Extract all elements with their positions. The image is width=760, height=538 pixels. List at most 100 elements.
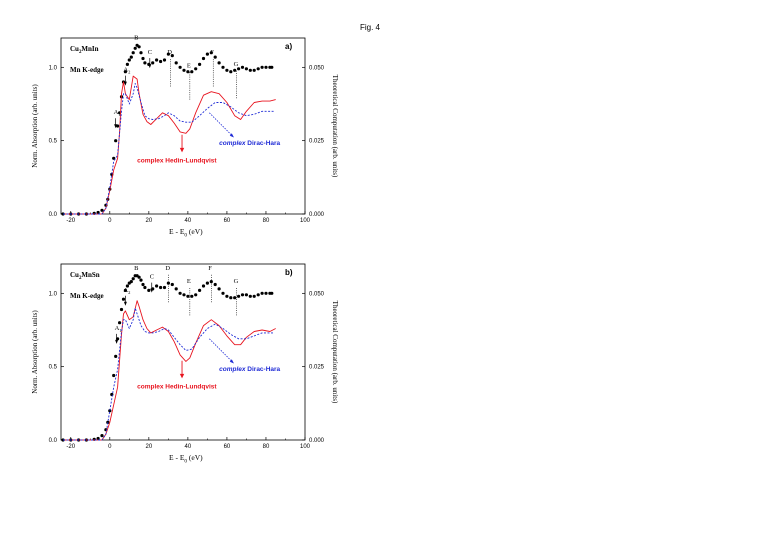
peak-label: G xyxy=(234,61,239,68)
experiment-point xyxy=(270,65,274,69)
experiment-point xyxy=(155,284,159,288)
hedin-annotation: complex Hedin-Lundqvist xyxy=(137,384,217,391)
x-tick-label: 80 xyxy=(263,218,270,224)
experiment-point xyxy=(141,56,145,61)
x-tick-label: 20 xyxy=(145,218,152,224)
experiment-point xyxy=(147,288,151,292)
experiment-point xyxy=(129,280,133,284)
peak-arrowhead xyxy=(148,64,152,69)
experiment-point xyxy=(178,65,182,69)
experiment-point xyxy=(96,436,100,441)
experiment-point xyxy=(162,58,167,62)
experiment-point xyxy=(198,62,202,66)
peak-label: C xyxy=(148,49,152,56)
y-left-tick-label: 0.5 xyxy=(49,139,58,145)
experiment-point xyxy=(225,294,229,298)
experiment-point xyxy=(240,293,245,297)
experiment-point xyxy=(170,282,174,287)
x-tick-label: -20 xyxy=(66,218,75,224)
experiment-point xyxy=(237,294,241,298)
x-tick-label: 0 xyxy=(108,218,112,224)
peak-arrowhead xyxy=(123,301,127,306)
dirac-arrow xyxy=(209,338,234,363)
experiment-point xyxy=(131,51,135,55)
peak-arrowhead xyxy=(150,288,154,293)
peak-arrowhead xyxy=(115,339,119,344)
experiment-point xyxy=(233,68,237,72)
experiment-point xyxy=(209,51,213,55)
experiment-point xyxy=(244,293,248,297)
experiment-point xyxy=(217,61,221,65)
y-left-tick-label: 1.0 xyxy=(49,291,58,297)
experiment-point xyxy=(116,124,120,128)
peak-label: D xyxy=(167,49,172,56)
y-right-tick-label: 0.050 xyxy=(309,291,325,297)
dirac-annotation: complex Dirac-Hara xyxy=(219,366,280,373)
experiment-point xyxy=(190,294,194,298)
x-tick-label: 100 xyxy=(300,218,311,224)
experiment-point xyxy=(155,58,159,62)
peak-label: B xyxy=(134,265,139,272)
experiment-point xyxy=(119,307,124,312)
dirac-hara-line xyxy=(63,307,274,441)
x-tick-label: 0 xyxy=(108,444,112,450)
experiment-point xyxy=(237,67,241,71)
experiment-point xyxy=(139,51,143,55)
hedin-lundqvist-line xyxy=(63,300,276,441)
peak-label: B xyxy=(134,34,139,41)
peak-label: C xyxy=(150,274,154,281)
peak-label: F xyxy=(208,265,212,272)
experiment-point xyxy=(121,297,126,301)
experiment-point xyxy=(112,373,116,378)
experiment-point xyxy=(186,294,190,298)
experiment-point xyxy=(198,288,202,292)
experiment-point xyxy=(201,284,206,288)
experiment-point xyxy=(264,65,268,69)
x-tick-label: 60 xyxy=(224,218,231,224)
chart-panel-b: -20 0 20 40 60 80 100 0.0 0.5 1.0 0.000 0.025 0.050 E… xyxy=(31,263,339,464)
plot-frame xyxy=(60,263,306,441)
experiment-point xyxy=(244,67,248,71)
hedin-annotation: complex Hedin-Lundqvist xyxy=(137,158,217,165)
sample-title: Cu2MnSn xyxy=(70,271,100,281)
panel-tag: a) xyxy=(285,42,292,51)
experiment-point xyxy=(174,287,178,291)
experiment-point xyxy=(162,285,167,290)
experiment-point xyxy=(125,284,129,288)
experiment-point xyxy=(221,65,225,69)
experiment-point xyxy=(137,45,141,49)
peak-label: G xyxy=(234,278,239,285)
x-tick-label: 40 xyxy=(185,218,192,224)
peak-label: A1 xyxy=(115,325,122,333)
experiment-point xyxy=(248,68,252,72)
experiment-point xyxy=(205,52,209,56)
peak-label: D xyxy=(165,265,170,272)
experiment-point xyxy=(221,291,225,295)
panel-tag: b) xyxy=(285,268,293,277)
y-axis-left-label: Norm. Absorption (arb. units) xyxy=(31,84,39,168)
experiment-point xyxy=(252,68,256,72)
experiment-point xyxy=(112,156,116,160)
dirac-arrowhead xyxy=(229,133,234,138)
x-tick-label: 40 xyxy=(185,444,192,450)
y-right-tick-label: 0.025 xyxy=(309,139,325,145)
peak-label: E xyxy=(187,278,191,285)
peak-label: E xyxy=(187,62,191,69)
experiment-point xyxy=(256,67,260,71)
experiment-point xyxy=(240,65,245,69)
experiment-point xyxy=(190,70,194,74)
experiment-point xyxy=(213,55,217,59)
y-axis-left-label: Norm. Absorption (arb. units) xyxy=(31,310,39,394)
experiment-point xyxy=(110,392,114,397)
experiment-point xyxy=(256,293,260,297)
experiment-point xyxy=(229,70,233,74)
experiment-point xyxy=(151,61,155,65)
experiment-point xyxy=(159,59,163,64)
y-left-tick-label: 1.0 xyxy=(49,65,58,71)
x-tick-label: -20 xyxy=(66,444,75,450)
experiment-point xyxy=(159,285,163,290)
x-tick-label: 60 xyxy=(224,444,231,450)
figure-label: Fig. 4 xyxy=(360,23,381,32)
experiment-point xyxy=(233,296,237,300)
